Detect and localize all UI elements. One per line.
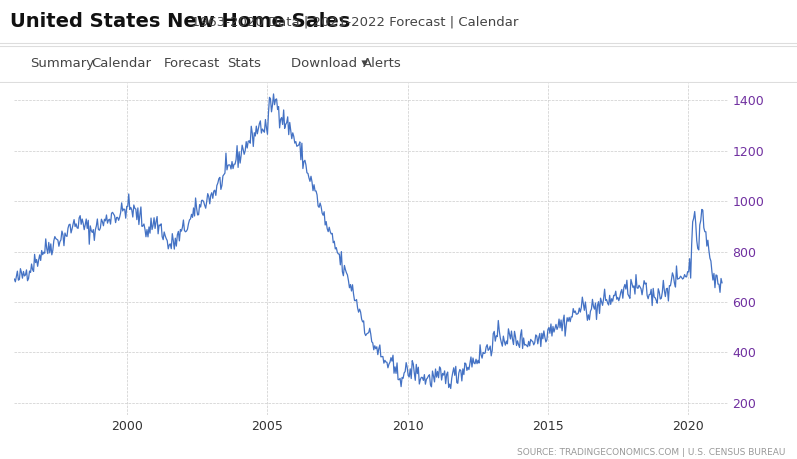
Text: Summary: Summary [30, 57, 94, 70]
Text: Calendar: Calendar [92, 57, 151, 70]
Text: Download ▾: Download ▾ [291, 57, 368, 70]
Text: Forecast: Forecast [163, 57, 220, 70]
Text: 1963-2020 Data | 2021-2022 Forecast | Calendar: 1963-2020 Data | 2021-2022 Forecast | Ca… [183, 15, 518, 28]
Text: Stats: Stats [227, 57, 261, 70]
Text: Alerts: Alerts [363, 57, 402, 70]
Text: SOURCE: TRADINGECONOMICS.COM | U.S. CENSUS BUREAU: SOURCE: TRADINGECONOMICS.COM | U.S. CENS… [516, 448, 785, 457]
Text: United States New Home Sales: United States New Home Sales [10, 12, 351, 31]
